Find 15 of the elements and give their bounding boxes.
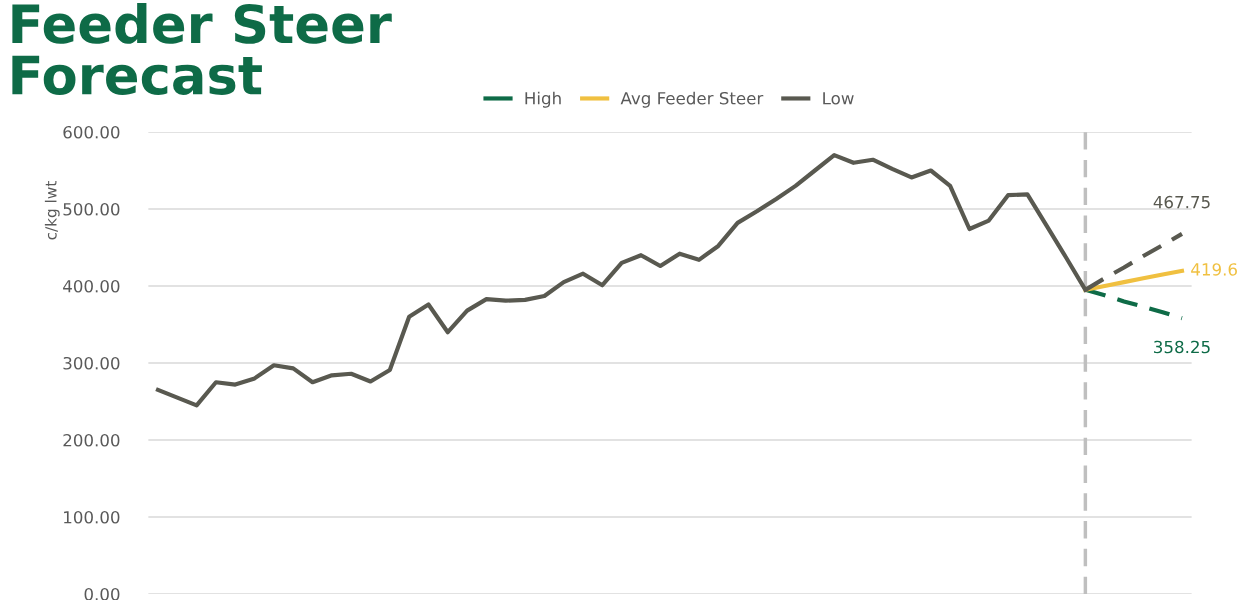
y-axis-title: c/kg lwt <box>44 181 60 240</box>
legend-label: High <box>525 91 561 108</box>
y-tick-label: 500.00 <box>63 202 120 216</box>
y-tick-label: 0.00 <box>84 587 120 600</box>
y-tick-label: 400.00 <box>63 279 120 293</box>
legend-label: Low <box>823 92 854 105</box>
y-tick-label: 600.00 <box>63 125 120 139</box>
data-label: 419.6 <box>1191 263 1237 276</box>
data-label: 467.75 <box>1153 195 1210 209</box>
data-label: 358.25 <box>1154 340 1210 354</box>
legend-label: Avg Feeder Steer <box>620 91 764 108</box>
y-tick-label: 100.00 <box>64 510 120 524</box>
chart-title: Feeder Steer Forecast <box>12 3 392 95</box>
y-tick-label: 300.00 <box>63 356 120 370</box>
y-tick-label: 200.00 <box>63 433 120 447</box>
